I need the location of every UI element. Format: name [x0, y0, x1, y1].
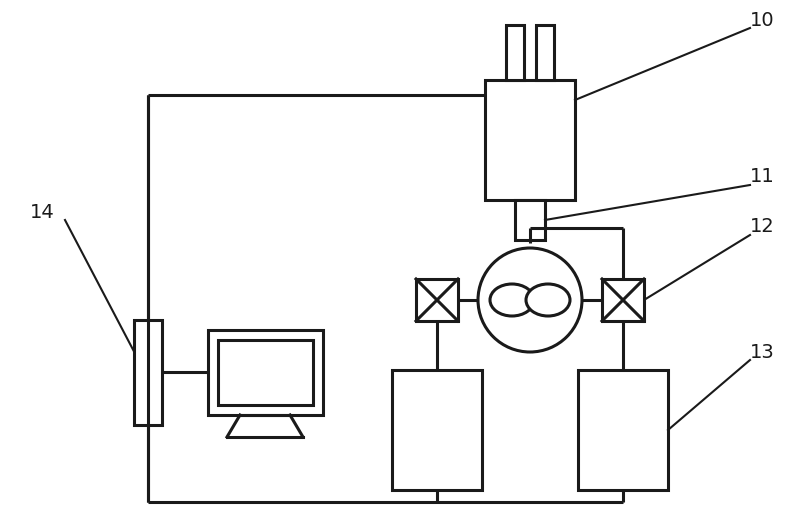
Text: 11: 11 — [750, 167, 774, 186]
Bar — [218, 340, 313, 405]
Text: 10: 10 — [750, 10, 774, 29]
Circle shape — [478, 248, 582, 352]
Text: 14: 14 — [30, 202, 54, 221]
Bar — [485, 80, 575, 200]
Ellipse shape — [526, 284, 570, 316]
Bar — [515, 200, 545, 240]
Bar — [208, 330, 323, 415]
Bar — [578, 370, 668, 490]
Bar — [506, 25, 524, 80]
Bar — [536, 25, 554, 80]
Text: 12: 12 — [750, 217, 774, 236]
Ellipse shape — [490, 284, 534, 316]
Text: 13: 13 — [750, 342, 774, 362]
Bar — [602, 279, 644, 321]
Bar — [392, 370, 482, 490]
Bar — [416, 279, 458, 321]
Bar — [134, 320, 162, 425]
